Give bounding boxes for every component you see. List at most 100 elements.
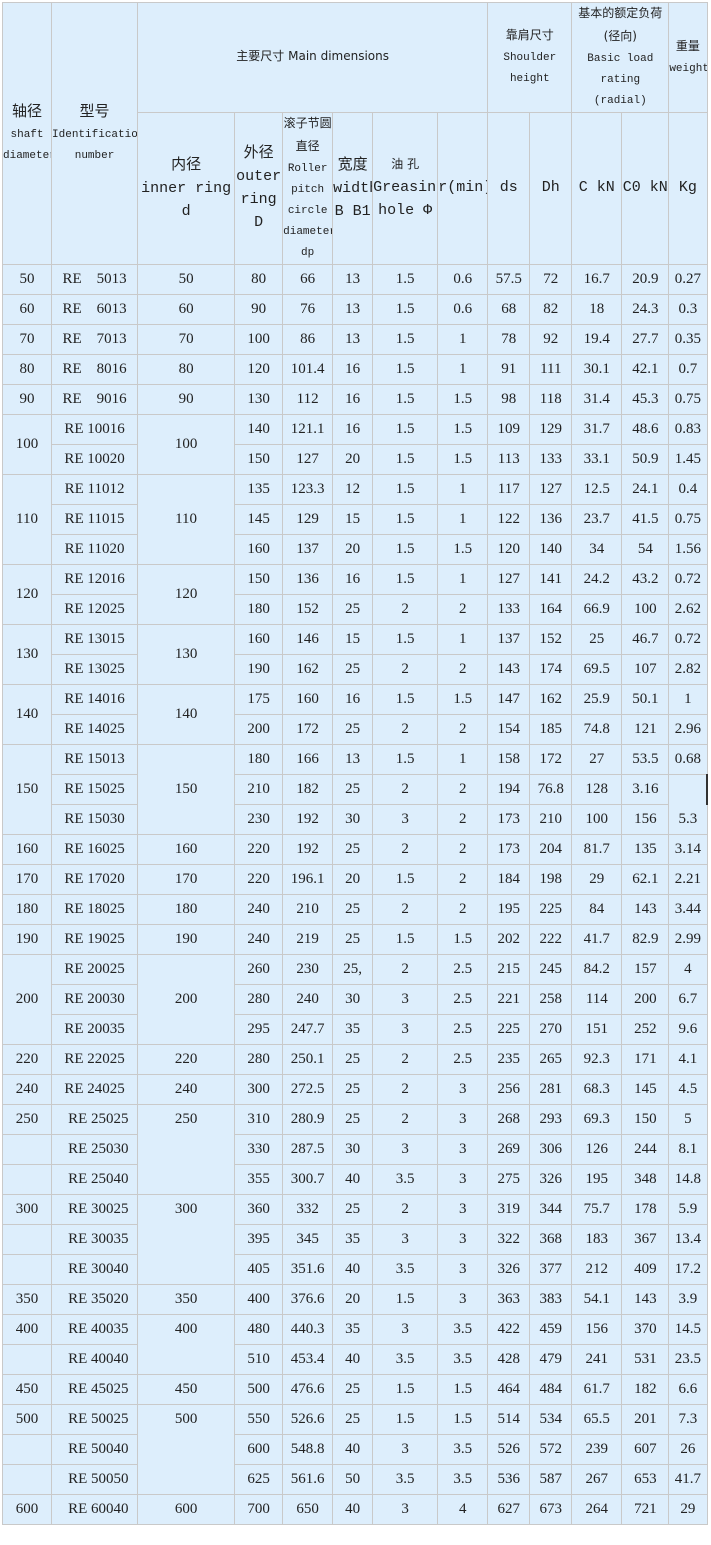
cell-greasing-hole: 1.5 — [372, 264, 439, 295]
cell-outer-d: 510 — [234, 1344, 284, 1375]
cell-dh: 270 — [529, 1014, 573, 1045]
cell-width-b: 25 — [332, 1104, 374, 1135]
cell-c-kn: 65.5 — [571, 1404, 623, 1435]
cell-ds: 526 — [487, 1434, 531, 1465]
cell-outer-d: 150 — [234, 444, 284, 475]
cell-inner-ring-d: 250 — [137, 1104, 236, 1195]
header-id-en: Identification number — [52, 128, 138, 162]
cell-identification-number: RE 11015 — [51, 504, 139, 535]
cell-c-kn: 84 — [571, 894, 623, 925]
cell-ds: 173 — [487, 804, 531, 835]
cell-pitch-dp: 332 — [282, 1194, 334, 1225]
cell-weight-kg: 9.6 — [668, 1014, 708, 1045]
cell-ds: 158 — [487, 744, 531, 775]
cell-weight-kg: 0.75 — [668, 384, 708, 415]
cell-weight-kg: 23.5 — [668, 1344, 708, 1375]
cell-shaft-diameter: 350 — [1, 1284, 53, 1315]
cell-c0-kn: 150 — [621, 1104, 670, 1135]
cell-greasing-hole: 1.5 — [372, 384, 439, 415]
cell-dh: 185 — [529, 714, 573, 745]
cell-inner-ring-d: 100 — [137, 414, 236, 475]
table-row: 300 RE 30025 300 360 332 25 2 3 319 344 75.7 178 5.… — [1, 1194, 708, 1285]
cell-c-kn: 66.9 — [571, 594, 623, 625]
cell-identification-number: RE 15030 — [51, 804, 139, 835]
table-row: RE 25040 355 300.7 40 3.5 3 275 326 195 348 14.8 — [1, 1164, 708, 1195]
cell-dh: 141 — [529, 564, 573, 595]
cell-pitch-dp: 101.4 — [282, 354, 334, 385]
table-row: RE 13025 190 162 25 2 2 143 174 69.5 107 2.82 — [3, 654, 708, 685]
cell-ds: 256 — [487, 1074, 531, 1105]
cell-dh: 673 — [529, 1494, 573, 1525]
cell-ds: 113 — [487, 444, 531, 475]
cell-c-kn: 68.3 — [571, 1074, 623, 1105]
cell-greasing-hole: 2 — [372, 714, 439, 745]
cell-outer-d: 210 — [234, 774, 284, 805]
cell-outer-d: 280 — [234, 984, 284, 1015]
cell-width-b: 16 — [332, 684, 374, 715]
cell-identification-number: RE 12016 — [51, 564, 139, 595]
cell-c0-kn: 367 — [621, 1224, 670, 1255]
cell-outer-d: 200 — [234, 714, 284, 745]
cell-r-min: 3.5 — [437, 1434, 489, 1465]
cell-identification-number: RE 9016 — [51, 384, 139, 415]
cell-weight-kg: 2.21 — [668, 864, 708, 895]
cell-r-min: 2.5 — [437, 1044, 489, 1075]
cell-c0-kn: 43.2 — [621, 564, 670, 595]
table-row: RE 30035 395 345 35 3 3 322 368 183 367 13.4 — [1, 1224, 708, 1255]
cell-weight-kg: 2.62 — [668, 594, 708, 625]
cell-r-min: 0.6 — [437, 264, 489, 295]
cell-dh: 306 — [529, 1134, 573, 1165]
cell-shaft-diameter — [1, 1464, 53, 1495]
header-c0-label: C0 kN — [622, 179, 668, 196]
cell-shaft-diameter: 120 — [1, 564, 53, 625]
cell-width-b: 50 — [332, 1464, 374, 1495]
cell-weight-kg: 6.7 — [668, 984, 708, 1015]
cell-weight-kg: 2.99 — [668, 924, 708, 955]
cell-ds: 269 — [487, 1134, 531, 1165]
cell-c-kn: 74.8 — [571, 714, 623, 745]
cell-greasing-hole: 2 — [372, 654, 439, 685]
cell-outer-d: 240 — [234, 894, 284, 925]
cell-dh: 198 — [529, 864, 573, 895]
header-ds: ds — [487, 112, 531, 265]
cell-c-kn: 19.4 — [571, 324, 623, 355]
cell-identification-number: RE 17020 — [51, 864, 139, 895]
cell-inner-ring-d: 150 — [137, 744, 236, 835]
cell-identification-number: RE 18025 — [51, 894, 139, 925]
cell-width-b: 25, — [332, 954, 374, 985]
cell-greasing-hole: 3 — [372, 1434, 439, 1465]
cell-c-kn: 239 — [571, 1434, 623, 1465]
cell-c0-kn: 41.5 — [621, 504, 670, 535]
cell-width-b: 30 — [332, 1134, 374, 1165]
cell-pitch-dp: 272.5 — [282, 1074, 334, 1105]
cell-r-min: 0.6 — [437, 294, 489, 325]
cell-outer-d: 330 — [234, 1134, 284, 1165]
cell-weight-kg: 29 — [668, 1494, 708, 1525]
table-row: RE 11020 160 137 20 1.5 1.5 120 140 34 54 1.56 — [3, 534, 708, 565]
cell-inner-ring-d: 80 — [137, 354, 236, 385]
cell-weight-kg: 3.14 — [668, 834, 708, 865]
cell-c0-kn: 100 — [621, 594, 670, 625]
cell-inner-ring-d: 70 — [137, 324, 236, 355]
header-shaft-zh: 轴径 — [12, 101, 43, 120]
cell-r-min: 1.5 — [437, 534, 489, 565]
cell-c0-kn: 409 — [621, 1254, 670, 1285]
cell-width-b: 25 — [332, 1194, 374, 1225]
cell-identification-number: RE 19025 — [51, 924, 139, 955]
cell-c0-kn: 531 — [621, 1344, 670, 1375]
cell-c0-kn: 157 — [621, 954, 670, 985]
cell-c-kn: 151 — [571, 1014, 623, 1045]
cell-outer-d: 150 — [234, 564, 284, 595]
cell-r-min: 2.5 — [437, 1014, 489, 1045]
cell-dh: 326 — [529, 1164, 573, 1195]
cell-r-min: 2 — [437, 594, 489, 625]
cell-c-kn: 31.4 — [571, 384, 623, 415]
cell-outer-d: 100 — [234, 324, 284, 355]
cell-ds: 514 — [487, 1404, 531, 1435]
table-row: 70 RE 7013 70 100 86 13 1.5 1 78 92 19.4 27.7 0.35 — [1, 324, 708, 355]
cell-c-kn: 241 — [571, 1344, 623, 1375]
cell-identification-number: RE 30040 — [51, 1254, 139, 1285]
cell-weight-kg: 0.7 — [668, 354, 708, 385]
cell-outer-d: 160 — [234, 624, 284, 655]
cell-weight-kg: 14.5 — [668, 1314, 708, 1345]
